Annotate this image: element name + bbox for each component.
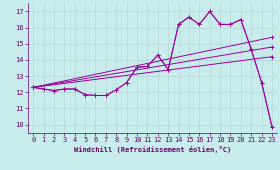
X-axis label: Windchill (Refroidissement éolien,°C): Windchill (Refroidissement éolien,°C) (74, 146, 231, 152)
